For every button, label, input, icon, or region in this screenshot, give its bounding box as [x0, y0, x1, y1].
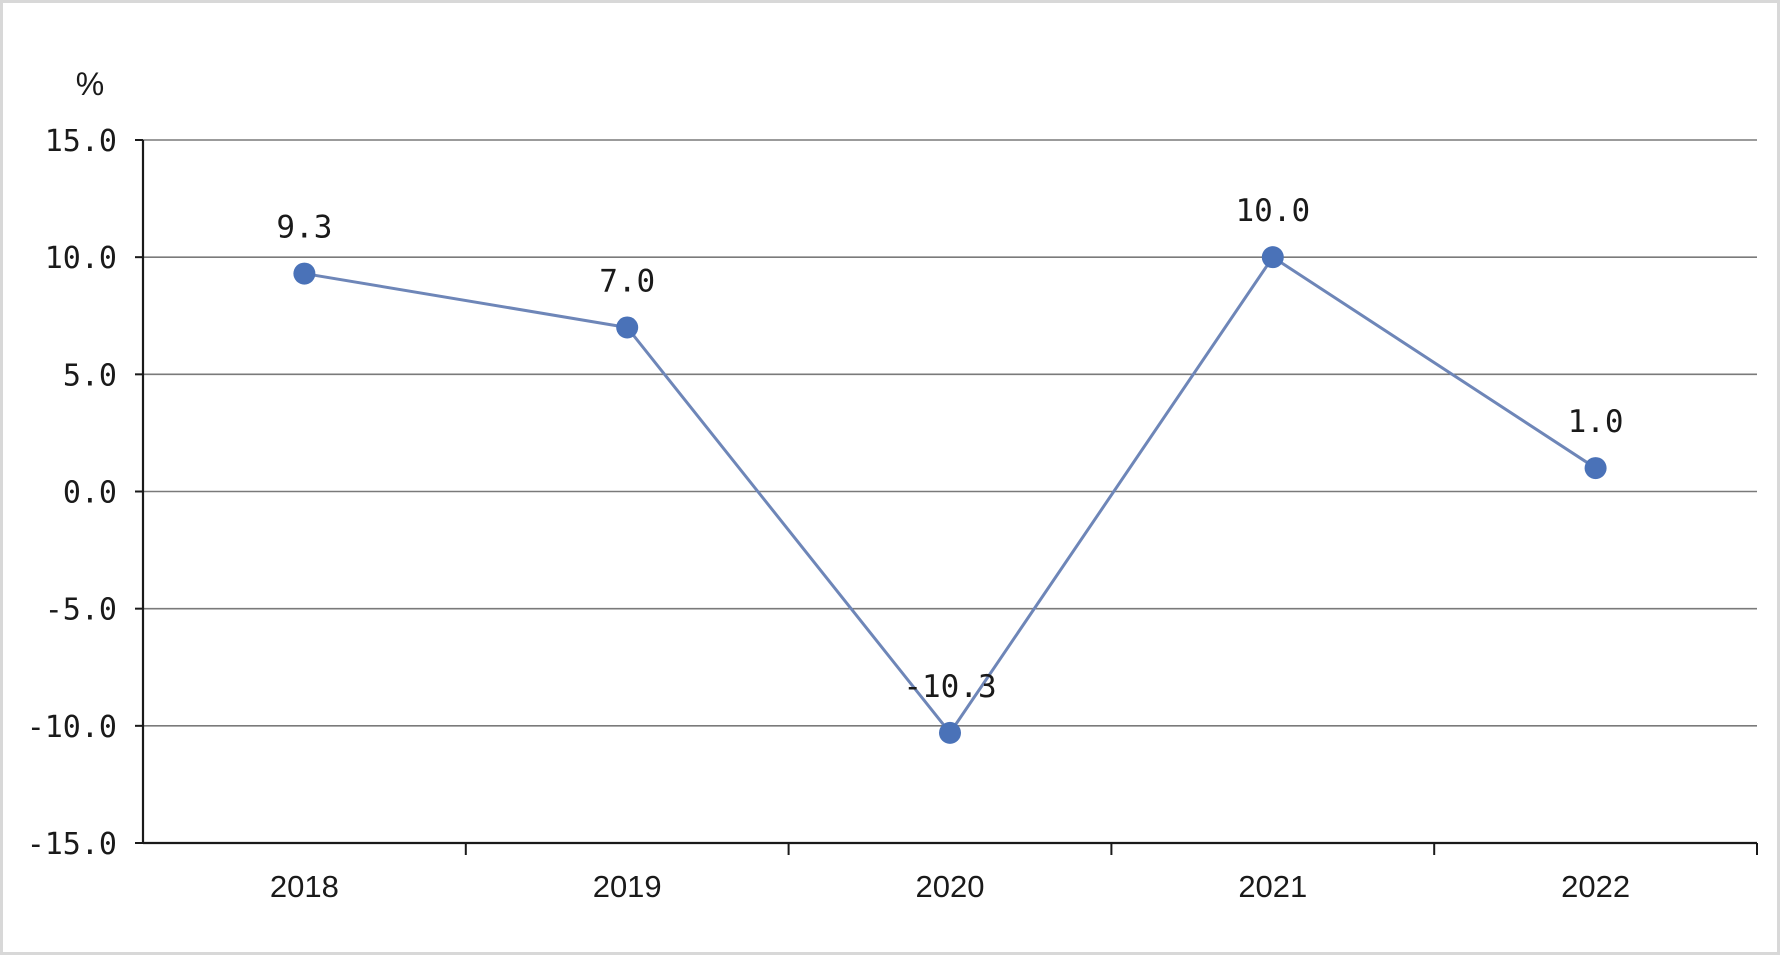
- y-tick-label: 15.0: [45, 124, 117, 159]
- data-point-markers: [293, 246, 1607, 744]
- data-label: 10.0: [1235, 193, 1310, 229]
- x-tick-label: 2018: [270, 869, 339, 904]
- data-labels: 9.3 7.0 -10.3 10.0 1.0: [276, 193, 1623, 705]
- y-tick-label: 10.0: [45, 241, 117, 276]
- axes: [135, 139, 1758, 855]
- y-tick-label: 5.0: [63, 358, 117, 393]
- x-tick-label: 2019: [593, 869, 662, 904]
- data-point: [293, 262, 316, 285]
- data-label: 7.0: [599, 263, 655, 299]
- y-tick-label: 0.0: [63, 476, 117, 511]
- y-tick-label: -10.0: [27, 710, 117, 745]
- data-point: [1584, 457, 1607, 480]
- data-label: 1.0: [1568, 404, 1624, 440]
- data-label: 9.3: [276, 210, 332, 246]
- y-tick-labels: 15.0 10.0 5.0 0.0 -5.0 -10.0 -15.0: [27, 124, 117, 862]
- y-tick-label: -15.0: [27, 827, 117, 862]
- data-point: [939, 721, 961, 744]
- data-point: [616, 316, 639, 339]
- data-point: [1261, 246, 1284, 269]
- data-label: -10.3: [903, 669, 996, 705]
- x-tick-label: 2022: [1561, 869, 1630, 904]
- x-tick-labels: 2018 2019 2020 2021 2022: [270, 869, 1630, 904]
- y-tick-label: -5.0: [45, 593, 117, 628]
- x-tick-label: 2020: [916, 869, 985, 904]
- x-tick-label: 2021: [1238, 869, 1307, 904]
- y-axis-unit-label: %: [76, 66, 104, 102]
